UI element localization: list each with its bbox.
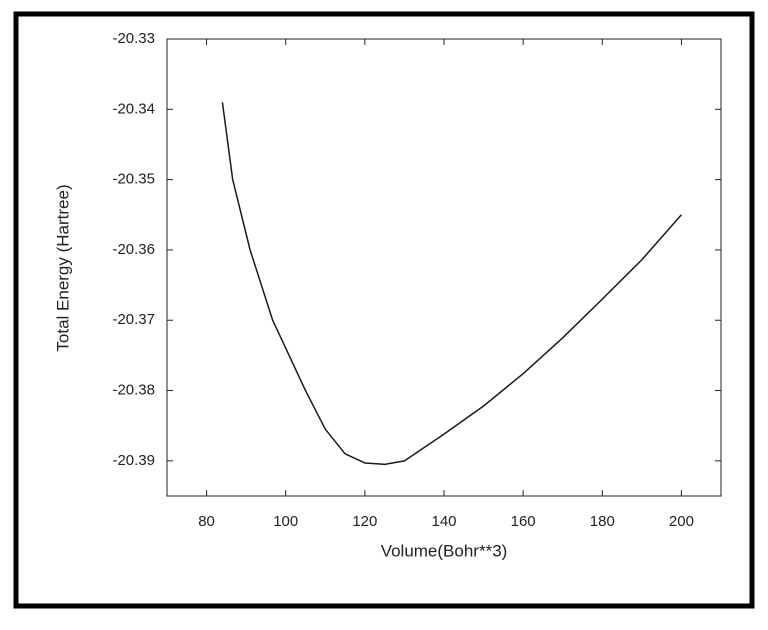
plot-area bbox=[166, 38, 722, 497]
y-axis-label: Total Energy (Hartree) bbox=[53, 184, 72, 351]
x-tick-label: 160 bbox=[511, 513, 536, 530]
frame bbox=[13, 11, 755, 609]
y-tick-label: -20.37 bbox=[112, 311, 155, 328]
y-tick-label: -20.34 bbox=[112, 100, 155, 117]
y-tick-label: -20.33 bbox=[112, 30, 155, 47]
y-tick-label: -20.38 bbox=[112, 382, 155, 399]
x-tick-label: 120 bbox=[352, 513, 377, 530]
y-tick-label: -20.36 bbox=[112, 241, 155, 258]
y-tick-label: -20.39 bbox=[112, 452, 155, 469]
x-tick-label: 200 bbox=[669, 513, 694, 530]
x-tick-label: 80 bbox=[198, 513, 215, 530]
x-tick-label: 100 bbox=[273, 513, 298, 530]
x-tick-label: 180 bbox=[590, 513, 615, 530]
x-tick-label: 140 bbox=[431, 513, 456, 530]
y-tick-label: -20.35 bbox=[112, 171, 155, 188]
x-axis-label: Volume(Bohr**3) bbox=[381, 541, 508, 560]
energy-curve bbox=[221, 102, 682, 466]
